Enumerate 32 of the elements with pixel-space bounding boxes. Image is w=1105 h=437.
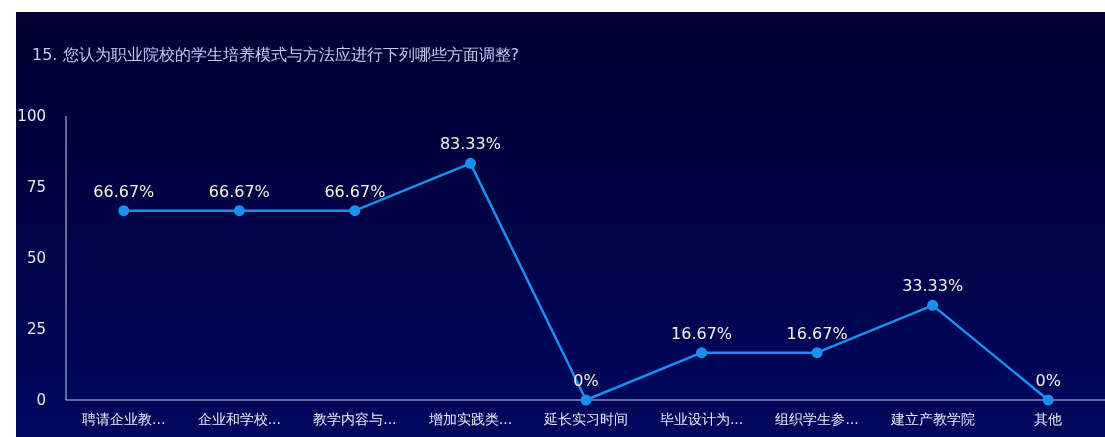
point: [233, 205, 245, 217]
data-label: 66.67%: [208, 181, 270, 201]
data-label: 66.67%: [324, 181, 386, 201]
data-label: 16.67%: [786, 323, 848, 343]
point: [349, 205, 361, 217]
data-label: 16.67%: [671, 323, 733, 343]
y-tick-label: 25: [26, 320, 46, 338]
data-label: 83.33%: [439, 134, 501, 154]
point: [811, 347, 823, 359]
x-tick-label: 企业和学校...: [197, 411, 282, 427]
y-tick-label: 0: [36, 391, 46, 409]
point: [1042, 394, 1054, 406]
x-tick-label: 教学内容与...: [313, 411, 397, 427]
point: [580, 394, 592, 406]
x-tick-label: 建立产教学院: [889, 411, 975, 427]
y-tick-label: 75: [26, 178, 46, 196]
data-label: 33.33%: [902, 276, 964, 296]
point: [464, 157, 476, 169]
x-tick-label: 组织学生参...: [775, 411, 859, 427]
point: [927, 299, 939, 311]
data-label: 0%: [1035, 371, 1061, 390]
chart-title: 15. 您认为职业院校的学生培养模式与方法应进行下列哪些方面调整?: [32, 45, 520, 64]
y-tick-label: 50: [26, 249, 46, 267]
x-tick-label: 增加实践类...: [427, 411, 513, 427]
x-tick-label: 其他: [1034, 411, 1063, 427]
data-label: 66.67%: [93, 181, 155, 201]
x-tick-label: 毕业设计为...: [659, 411, 744, 427]
x-tick-label: 延长实习时间: [543, 411, 628, 427]
y-tick-label: 100: [17, 107, 46, 125]
x-tick-label: 聘请企业教...: [82, 411, 166, 427]
point: [696, 347, 708, 359]
point: [118, 205, 130, 217]
